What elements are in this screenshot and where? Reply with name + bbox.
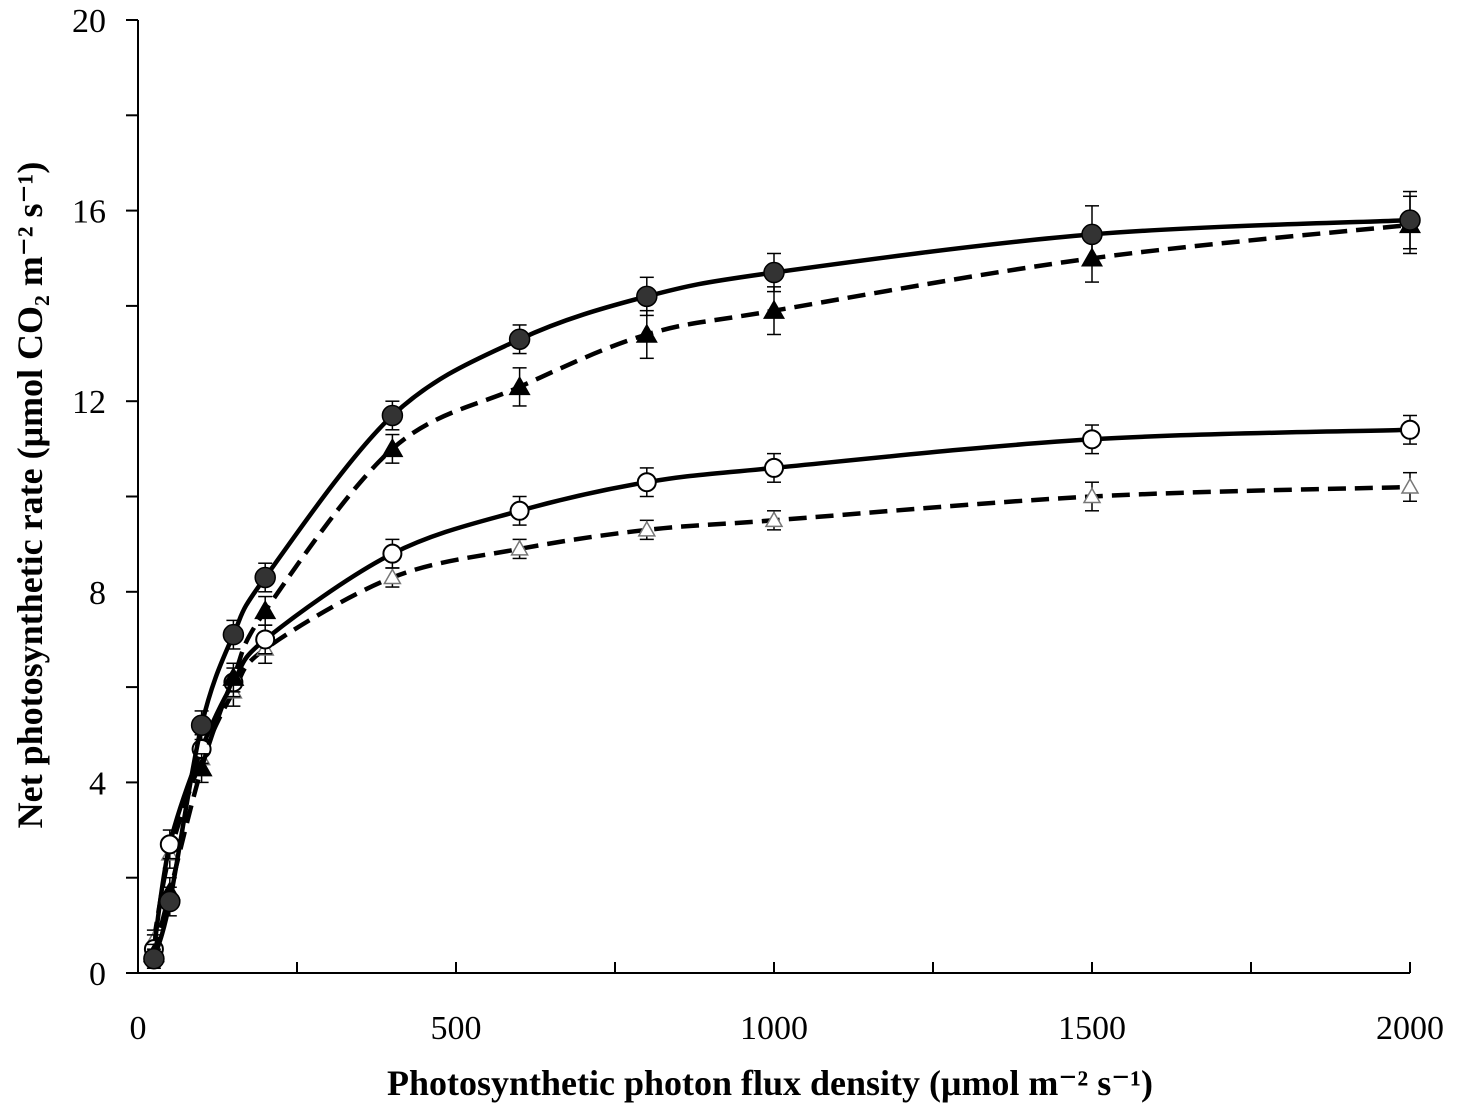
- data-point: [381, 437, 404, 458]
- data-point: [637, 520, 657, 537]
- data-point: [254, 566, 276, 589]
- data-point: [763, 261, 785, 284]
- data-point: [510, 539, 529, 556]
- y-tick-label: 0: [89, 956, 106, 993]
- x-tick-label: 0: [130, 1010, 147, 1047]
- data-point: [1081, 223, 1103, 246]
- y-tick-label: 8: [89, 575, 106, 612]
- series-layer: [142, 190, 1421, 970]
- data-point: [508, 328, 531, 351]
- data-point: [764, 510, 784, 528]
- data-point: [508, 375, 531, 396]
- x-tick-label: 1000: [740, 1010, 808, 1047]
- y-axis-title: Net photosynthetic rate (μmol CO₂ m⁻² s⁻…: [10, 162, 50, 829]
- axes: 0 4 8 12 16 20 0 500 1000 1500 2000: [72, 3, 1444, 1047]
- data-point: [190, 757, 213, 777]
- data-point: [222, 623, 245, 646]
- data-point: [509, 500, 530, 521]
- series-4-line: [151, 484, 1411, 941]
- series-2: [142, 195, 1421, 965]
- data-point: [763, 299, 785, 319]
- series-3: [143, 414, 1420, 965]
- data-point: [255, 629, 276, 650]
- data-point: [764, 457, 784, 478]
- data-point: [1082, 429, 1102, 450]
- data-point: [636, 285, 658, 308]
- y-tick-label: 12: [72, 384, 106, 421]
- data-point: [381, 404, 404, 427]
- data-point: [1400, 477, 1420, 494]
- x-tick-label: 1500: [1058, 1010, 1126, 1047]
- data-point: [635, 323, 658, 343]
- y-tick-label: 16: [72, 194, 106, 231]
- data-point: [159, 890, 181, 913]
- data-point: [254, 599, 277, 620]
- data-point: [1399, 209, 1421, 231]
- y-tick-label: 4: [89, 765, 106, 802]
- series-1: [143, 190, 1421, 970]
- series-4: [144, 471, 1420, 950]
- data-point: [1082, 486, 1102, 504]
- data-point: [383, 567, 402, 585]
- x-tick-label: 2000: [1376, 1010, 1444, 1047]
- series-2-line: [151, 222, 1411, 955]
- series-1-line: [151, 217, 1411, 960]
- x-axis-title: Photosynthetic photon flux density (μmol…: [387, 1063, 1153, 1103]
- data-point: [190, 714, 213, 736]
- data-point: [143, 947, 165, 970]
- y-tick-label: 20: [72, 3, 106, 40]
- x-tick-label: 500: [431, 1010, 482, 1047]
- data-point: [159, 834, 180, 855]
- data-point: [382, 543, 403, 564]
- data-point: [1400, 419, 1420, 440]
- data-point: [636, 472, 657, 493]
- data-point: [222, 666, 245, 686]
